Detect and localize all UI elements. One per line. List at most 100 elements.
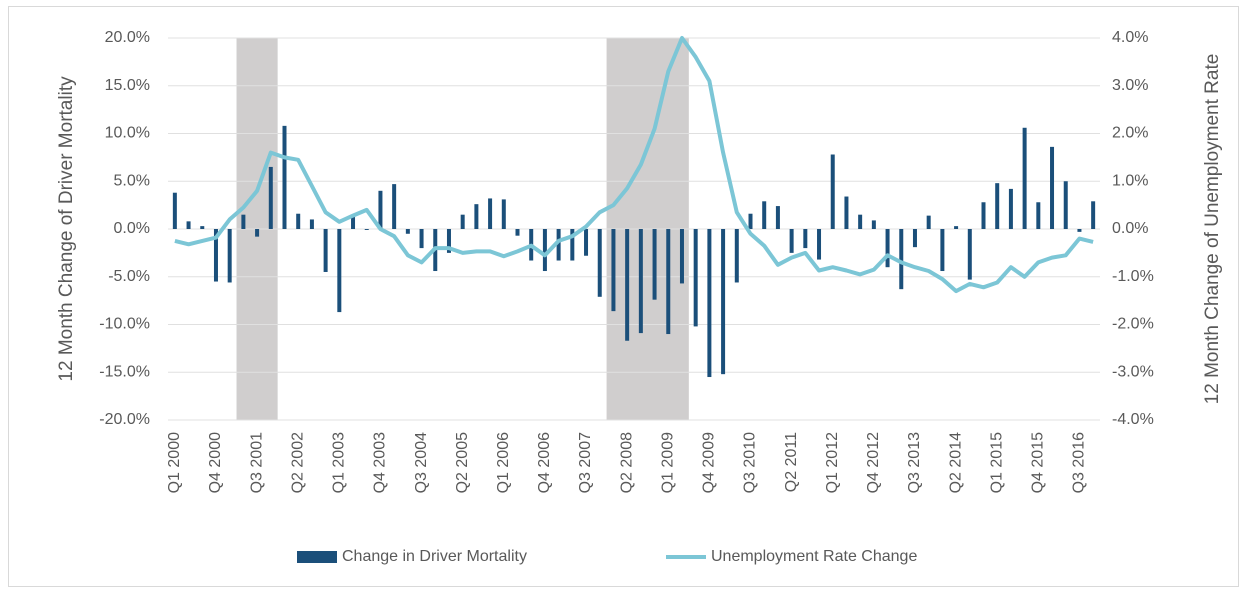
- x-tick-label: Q4 2003: [372, 432, 389, 493]
- x-tick-label: Q3 2001: [248, 432, 265, 493]
- y-tick-label: -15.0%: [99, 363, 150, 380]
- y-tick-label: 5.0%: [114, 172, 150, 189]
- bar: [721, 229, 726, 375]
- x-tick-label: Q2 2008: [618, 432, 635, 493]
- x-tick-label: Q2 2005: [454, 432, 471, 493]
- x-tick-label: Q2 2002: [289, 432, 306, 493]
- y2-tick-label: -2.0%: [1112, 316, 1154, 333]
- bar: [734, 229, 739, 283]
- y2-tick-label: 0.0%: [1112, 220, 1148, 237]
- x-tick-label: Q3 2007: [577, 432, 594, 493]
- bar: [775, 206, 780, 229]
- bar: [515, 229, 520, 236]
- bar: [501, 199, 506, 229]
- x-tick-label: Q2 2014: [947, 432, 964, 493]
- x-tick-label: Q1 2012: [824, 432, 841, 493]
- line: [174, 36, 1094, 294]
- bar: [405, 229, 410, 234]
- y2-axis-title: 12 Month Change of Unemployment Rate: [1202, 54, 1223, 405]
- bar: [337, 229, 342, 313]
- bar: [844, 196, 849, 229]
- bar: [282, 125, 287, 229]
- bar: [625, 229, 630, 341]
- bar: [474, 204, 479, 229]
- bar: [1077, 229, 1082, 232]
- bar: [899, 229, 904, 290]
- x-tick-label: Q1 2003: [331, 432, 348, 493]
- bar: [707, 229, 712, 378]
- bar: [419, 229, 424, 249]
- x-tick-label: Q4 2000: [207, 432, 224, 493]
- bar: [584, 229, 589, 256]
- x-tick-label: Q3 2010: [742, 432, 759, 493]
- bar: [789, 229, 794, 253]
- y2-tick-label: 2.0%: [1112, 125, 1148, 142]
- x-tick-label: Q2 2011: [783, 432, 800, 492]
- bar: [392, 184, 397, 229]
- bar: [200, 226, 205, 229]
- x-tick-label: Q1 2000: [166, 432, 183, 493]
- bar: [611, 229, 616, 312]
- legend-label: Change in Driver Mortality: [342, 548, 527, 565]
- x-tick-label: Q4 2006: [536, 432, 553, 493]
- y2-tick-label: 1.0%: [1112, 172, 1148, 189]
- y-tick-label: 20.0%: [105, 29, 150, 46]
- bar: [1050, 146, 1055, 229]
- x-tick-label: Q4 2012: [865, 432, 882, 493]
- bar: [309, 219, 314, 229]
- bar: [172, 192, 177, 229]
- y-tick-label: -5.0%: [108, 268, 150, 285]
- bar: [446, 229, 451, 253]
- bar: [693, 229, 698, 327]
- bar: [241, 214, 246, 229]
- bar: [967, 229, 972, 280]
- bar: [213, 229, 218, 282]
- bar: [1091, 201, 1096, 229]
- x-tick-label: Q4 2015: [1030, 432, 1047, 493]
- x-tick-label: Q1 2009: [659, 432, 676, 493]
- bar: [364, 229, 369, 230]
- bar: [871, 220, 876, 229]
- x-tick-label: Q3 2013: [906, 432, 923, 493]
- legend-label: Unemployment Rate Change: [711, 548, 917, 565]
- y2-tick-label: -4.0%: [1112, 411, 1154, 428]
- bar: [556, 229, 561, 261]
- bar: [940, 229, 945, 272]
- x-tick-label: Q1 2015: [988, 432, 1005, 493]
- x-tick-label: Q1 2006: [495, 432, 512, 493]
- y-axis-title: 12 Month Change of Driver Mortality: [56, 76, 77, 382]
- y-tick-label: 15.0%: [105, 77, 150, 94]
- bar: [1022, 127, 1027, 229]
- bar: [858, 214, 863, 229]
- bar: [954, 226, 959, 229]
- bar: [638, 229, 643, 334]
- x-tick-label: Q3 2004: [413, 432, 430, 493]
- legend-swatch: [297, 551, 337, 563]
- bar: [351, 214, 356, 229]
- y2-tick-label: -3.0%: [1112, 363, 1154, 380]
- bar: [460, 214, 465, 229]
- bar: [912, 229, 917, 248]
- bar: [885, 229, 890, 268]
- bar: [268, 166, 273, 229]
- x-tick-label: Q4 2009: [701, 432, 718, 493]
- y2-tick-label: 3.0%: [1112, 77, 1148, 94]
- bar: [255, 229, 260, 237]
- y-tick-label: -20.0%: [99, 411, 150, 428]
- bar: [597, 229, 602, 297]
- bar: [186, 221, 191, 229]
- bar: [926, 215, 931, 229]
- bar: [803, 229, 808, 249]
- bar: [296, 213, 301, 229]
- y-tick-label: 10.0%: [105, 125, 150, 142]
- bar: [378, 190, 383, 229]
- bar: [748, 213, 753, 229]
- bar: [762, 201, 767, 229]
- bar: [1063, 181, 1068, 229]
- bar: [1036, 202, 1041, 229]
- bar: [1008, 188, 1013, 229]
- bar: [227, 229, 232, 283]
- x-tick-label: Q3 2016: [1071, 432, 1088, 493]
